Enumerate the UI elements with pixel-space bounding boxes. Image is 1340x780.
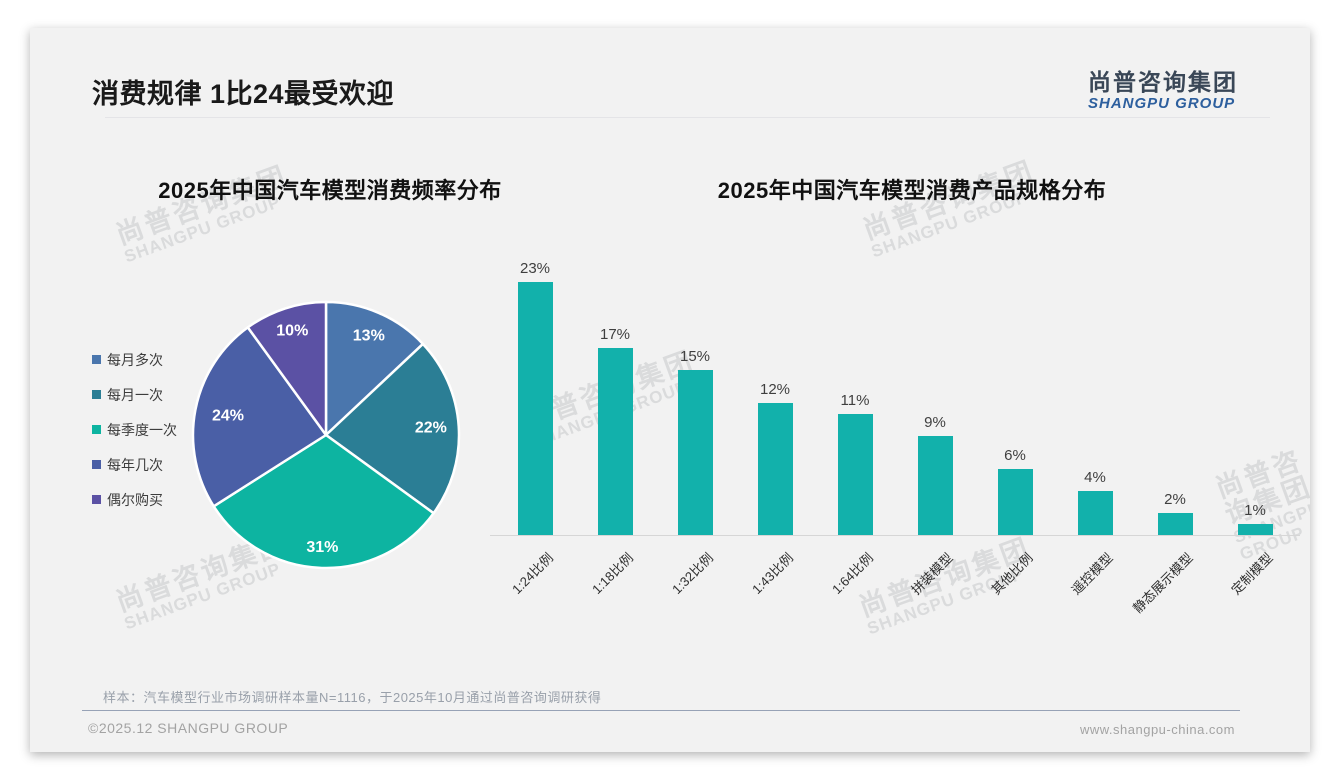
pie-slice-value: 31%	[306, 539, 338, 556]
x-axis-label: 1:64比例	[828, 550, 876, 598]
bar-value-label: 4%	[1084, 469, 1106, 486]
x-axis-line	[490, 535, 1300, 536]
bar-value-label: 1%	[1244, 502, 1266, 519]
pie-slice	[324, 300, 425, 437]
copyright-text: ©2025.12 SHANGPU GROUP	[88, 720, 289, 736]
bar-cell: 15%	[655, 255, 735, 535]
legend-label: 每年几次	[107, 456, 163, 473]
bar-value-label: 12%	[759, 381, 791, 398]
legend-swatch	[92, 460, 101, 469]
bar-chart-title: 2025年中国汽车模型消费产品规格分布	[717, 178, 1107, 203]
slide: 尚普咨询集团 SHANGPU GROUP 尚普咨询集团 SHANGPU GROU…	[30, 28, 1310, 752]
x-axis-label: 拼装模型	[908, 550, 956, 598]
x-axis-label: 1:32比例	[668, 550, 716, 598]
bar-cell: 12%	[735, 255, 815, 535]
footer-divider	[82, 710, 1240, 711]
legend-item: 每月多次	[92, 342, 177, 377]
logo-cn-text: 尚普咨询集团	[1088, 69, 1238, 95]
bar-cell: 9%	[895, 255, 975, 535]
legend-label: 偶尔购买	[107, 491, 163, 508]
legend-item: 每月一次	[92, 377, 177, 412]
x-axis-label: 定制模型	[1228, 550, 1276, 598]
bar-cell: 2%	[1135, 255, 1215, 535]
bar	[677, 370, 713, 535]
pie-slice	[212, 433, 435, 570]
bars-row: 23% 17% 15% 12% 11% 9% 6% 4% 2% 1%	[495, 255, 1295, 535]
legend-swatch	[92, 425, 101, 434]
sample-footnote: 样本：汽车模型行业市场调研样本量N=1116，于2025年10月通过尚普咨询调研…	[103, 690, 602, 705]
bar-value-label: 17%	[599, 326, 631, 343]
x-axis-label: 其他比例	[988, 550, 1036, 598]
x-axis-label: 1:24比例	[508, 550, 556, 598]
logo-en-text: SHANGPU GROUP	[1088, 95, 1236, 113]
website-text: www.shangpu-china.com	[1079, 722, 1235, 737]
bar	[837, 414, 873, 535]
legend-swatch	[92, 355, 101, 364]
pie-slice-value: 10%	[276, 323, 308, 340]
bar-value-label: 15%	[679, 348, 711, 365]
bar-value-label: 23%	[519, 260, 551, 277]
x-axis-labels: 1:24比例 1:18比例 1:32比例 1:43比例 1:64比例 拼装模型 其他比例 遥控…	[495, 536, 1295, 646]
bar-cell: 23%	[495, 255, 575, 535]
bar	[517, 282, 553, 535]
bar	[1157, 513, 1193, 535]
bar-chart: 23% 17% 15% 12% 11% 9% 6% 4% 2% 1% 1:24比例 1:18比例 1:…	[490, 255, 1300, 616]
bar	[757, 403, 793, 535]
x-axis-label: 遥控模型	[1068, 550, 1116, 598]
bar	[1237, 524, 1273, 535]
pie-slice-value: 24%	[212, 408, 244, 425]
legend-swatch	[92, 495, 101, 504]
bar	[1077, 491, 1113, 535]
pie-chart: 13% 22% 31% 24% 10%	[191, 300, 461, 570]
bar-value-label: 9%	[924, 414, 946, 431]
legend-swatch	[92, 390, 101, 399]
pie-chart-title: 2025年中国汽车模型消费频率分布	[158, 178, 502, 203]
legend-item: 每年几次	[92, 447, 177, 482]
bar-value-label: 2%	[1164, 491, 1186, 508]
legend-label: 每月一次	[107, 386, 163, 403]
pie-slice	[324, 342, 461, 515]
title-divider	[105, 117, 1270, 118]
pie-legend: 每月多次每月一次每季度一次每年几次偶尔购买	[92, 342, 177, 517]
bar-value-label: 6%	[1004, 447, 1026, 464]
x-axis-label: 静态展示模型	[1129, 550, 1196, 616]
x-axis-label: 1:18比例	[588, 550, 636, 598]
legend-label: 每月多次	[107, 351, 163, 368]
legend-item: 每季度一次	[92, 412, 177, 447]
page-title: 消费规律 1比24最受欢迎	[92, 79, 395, 109]
pie-slice	[246, 300, 328, 437]
bar	[597, 348, 633, 535]
bar-value-label: 11%	[840, 392, 870, 409]
bar	[997, 469, 1033, 535]
company-logo: 尚普咨询集团 SHANGPU GROUP	[1088, 69, 1238, 113]
bar-cell: 6%	[975, 255, 1055, 535]
bar-cell: 17%	[575, 255, 655, 535]
legend-item: 偶尔购买	[92, 482, 177, 517]
x-axis-label: 1:43比例	[748, 550, 796, 598]
bar	[917, 436, 953, 535]
bar-cell: 11%	[815, 255, 895, 535]
pie-slice-value: 13%	[353, 327, 385, 344]
pie-slice	[191, 326, 328, 508]
bar-cell: 4%	[1055, 255, 1135, 535]
bar-cell: 1%	[1215, 255, 1295, 535]
pie-slice-value: 22%	[415, 420, 447, 437]
legend-label: 每季度一次	[107, 421, 177, 438]
